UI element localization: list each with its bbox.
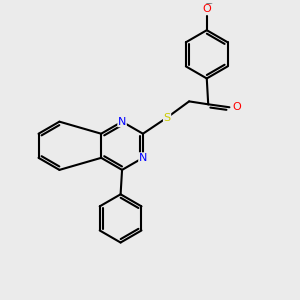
Text: N: N	[139, 153, 147, 163]
Text: S: S	[164, 112, 171, 122]
Text: O: O	[202, 4, 211, 14]
Text: O: O	[232, 102, 241, 112]
Text: N: N	[118, 117, 126, 127]
